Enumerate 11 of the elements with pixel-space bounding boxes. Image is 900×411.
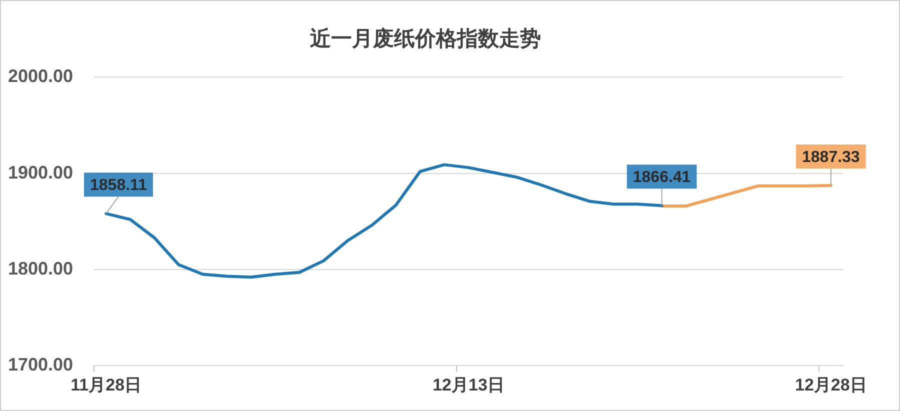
y-tick-label: 1700.00 (8, 354, 74, 375)
x-tick-label: 12月13日 (432, 375, 504, 394)
x-tick-label: 12月28日 (795, 375, 867, 394)
y-tick-label: 1900.00 (8, 162, 74, 182)
data-label: 1887.33 (802, 148, 860, 166)
x-tick-label: 11月28日 (70, 375, 142, 394)
chart-title: 近一月废纸价格指数走势 (309, 26, 541, 50)
data-label: 1858.11 (90, 177, 148, 194)
y-tick-label: 2000.00 (8, 66, 74, 86)
data-label: 1866.41 (632, 169, 691, 186)
y-tick-label: 1800.00 (8, 258, 74, 278)
